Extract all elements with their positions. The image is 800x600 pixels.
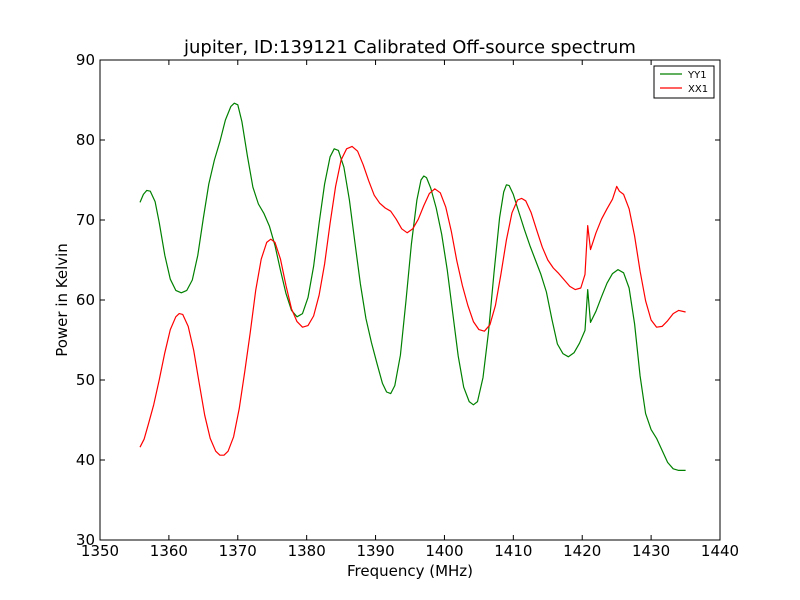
x-tick-label: 1370: [219, 542, 257, 560]
chart-title: jupiter, ID:139121 Calibrated Off-source…: [183, 37, 636, 58]
x-tick-label: 1430: [632, 542, 670, 560]
legend-box: [653, 65, 715, 99]
y-tick-label: 60: [76, 291, 95, 309]
x-tick-label: 1440: [701, 542, 739, 560]
plot-frame: [99, 59, 721, 541]
legend-label-xx1: XX1: [688, 84, 708, 95]
axis-ticks-group: 1350 1360 1370 1380 1390 1400 1410 1420 1430 1440…: [76, 51, 739, 560]
x-tick-label: 1400: [425, 542, 463, 560]
series-line-yy1: [139, 102, 686, 471]
x-tick-label: 1350: [81, 542, 119, 560]
y-tick-label: 70: [76, 211, 95, 229]
y-tick-label: 90: [76, 51, 95, 69]
y-tick-label: 30: [76, 531, 95, 549]
x-tick-label: 1360: [150, 542, 188, 560]
plot-series-group: [139, 102, 686, 471]
y-axis-label: Power in Kelvin: [53, 243, 71, 357]
series-line-xx1: [139, 145, 686, 456]
x-tick-label: 1410: [494, 542, 532, 560]
y-tick-label: 40: [76, 451, 95, 469]
legend-label-yy1: YY1: [687, 70, 707, 81]
x-tick-label: 1390: [356, 542, 394, 560]
x-axis-label: Frequency (MHz): [347, 562, 473, 580]
x-tick-label: 1380: [288, 542, 326, 560]
y-tick-label: 50: [76, 371, 95, 389]
y-tick-label: 80: [76, 131, 95, 149]
x-tick-label: 1420: [563, 542, 601, 560]
